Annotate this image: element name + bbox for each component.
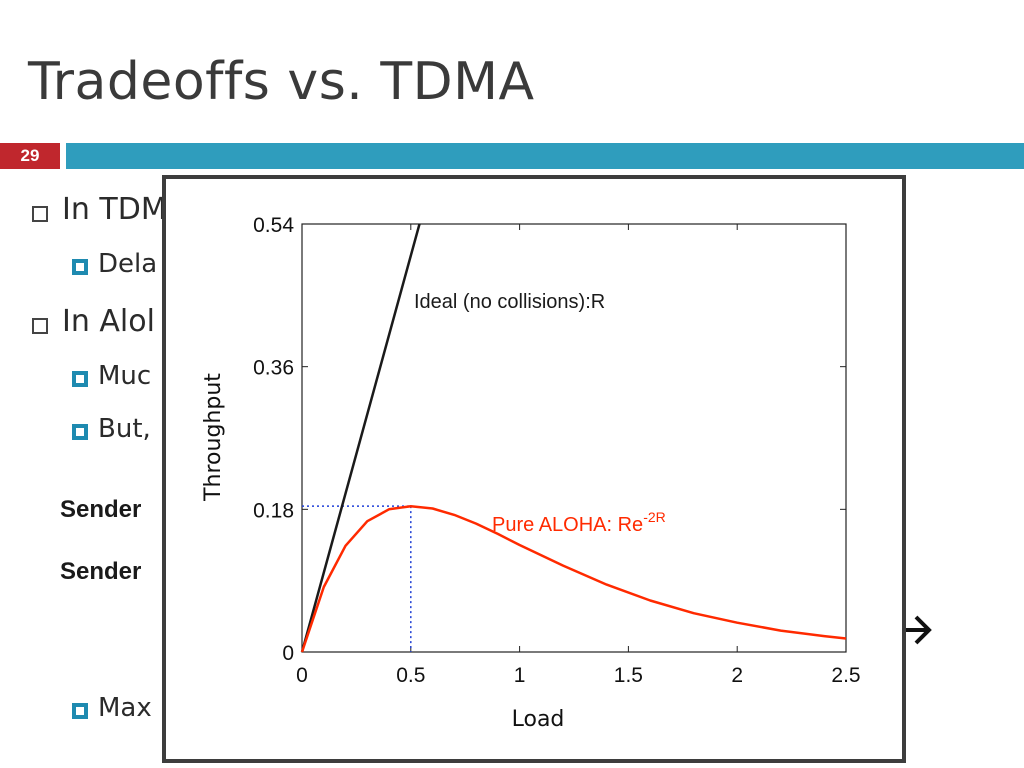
open-square-bullet-icon xyxy=(32,206,48,222)
y-axis-label: Throughput xyxy=(201,373,226,502)
plot-frame xyxy=(301,223,847,653)
y-tick-label: 0.54 xyxy=(253,214,294,237)
aloha-series-label-superscript: -2R xyxy=(643,509,666,525)
bullet-item: In Alol xyxy=(62,304,155,339)
sender-label: Sender xyxy=(60,496,142,523)
filled-square-bullet-icon xyxy=(72,424,88,440)
y-tick-label: 0.36 xyxy=(253,357,294,380)
x-axis-label: Load xyxy=(512,707,565,732)
ideal-series-line xyxy=(300,223,421,653)
x-tick-label: 0 xyxy=(296,664,308,687)
x-tick-label: 1.5 xyxy=(614,664,643,687)
sub-bullet-item: But, xyxy=(98,414,151,444)
filled-square-bullet-icon xyxy=(72,259,88,275)
x-tick-label: 1 xyxy=(514,664,526,687)
sender-label: Sender xyxy=(60,558,142,585)
open-square-bullet-icon xyxy=(32,318,48,334)
ideal-series-label: Ideal (no collisions):R xyxy=(414,291,605,313)
filled-square-bullet-icon xyxy=(72,703,88,719)
y-tick-label: 0 xyxy=(282,642,294,665)
x-tick-label: 0.5 xyxy=(396,664,425,687)
bullet-item: In TDM xyxy=(62,192,167,227)
sub-bullet-item: Dela xyxy=(98,249,158,279)
x-tick-label: 2 xyxy=(731,664,743,687)
throughput-chart: 0 0.5 1 1.5 2 2.5 0 0.18 0.36 0.54 Ideal (no colli… xyxy=(201,214,861,732)
sub-bullet-item: Muc xyxy=(98,361,152,391)
header-bar xyxy=(66,143,1024,169)
aloha-series-line xyxy=(300,504,847,653)
y-tick-label: 0.18 xyxy=(253,499,294,522)
sub-bullet-item: Max xyxy=(98,693,152,723)
aloha-series-label: Pure ALOHA: Re-2R xyxy=(492,509,666,536)
slide-number: 29 xyxy=(0,143,60,169)
slide-title: Tradeoffs vs. TDMA xyxy=(28,52,535,112)
filled-square-bullet-icon xyxy=(72,371,88,387)
chart-panel: 0 0.5 1 1.5 2 2.5 0 0.18 0.36 0.54 Ideal (no colli… xyxy=(162,175,906,763)
x-tick-label: 2.5 xyxy=(831,664,860,687)
